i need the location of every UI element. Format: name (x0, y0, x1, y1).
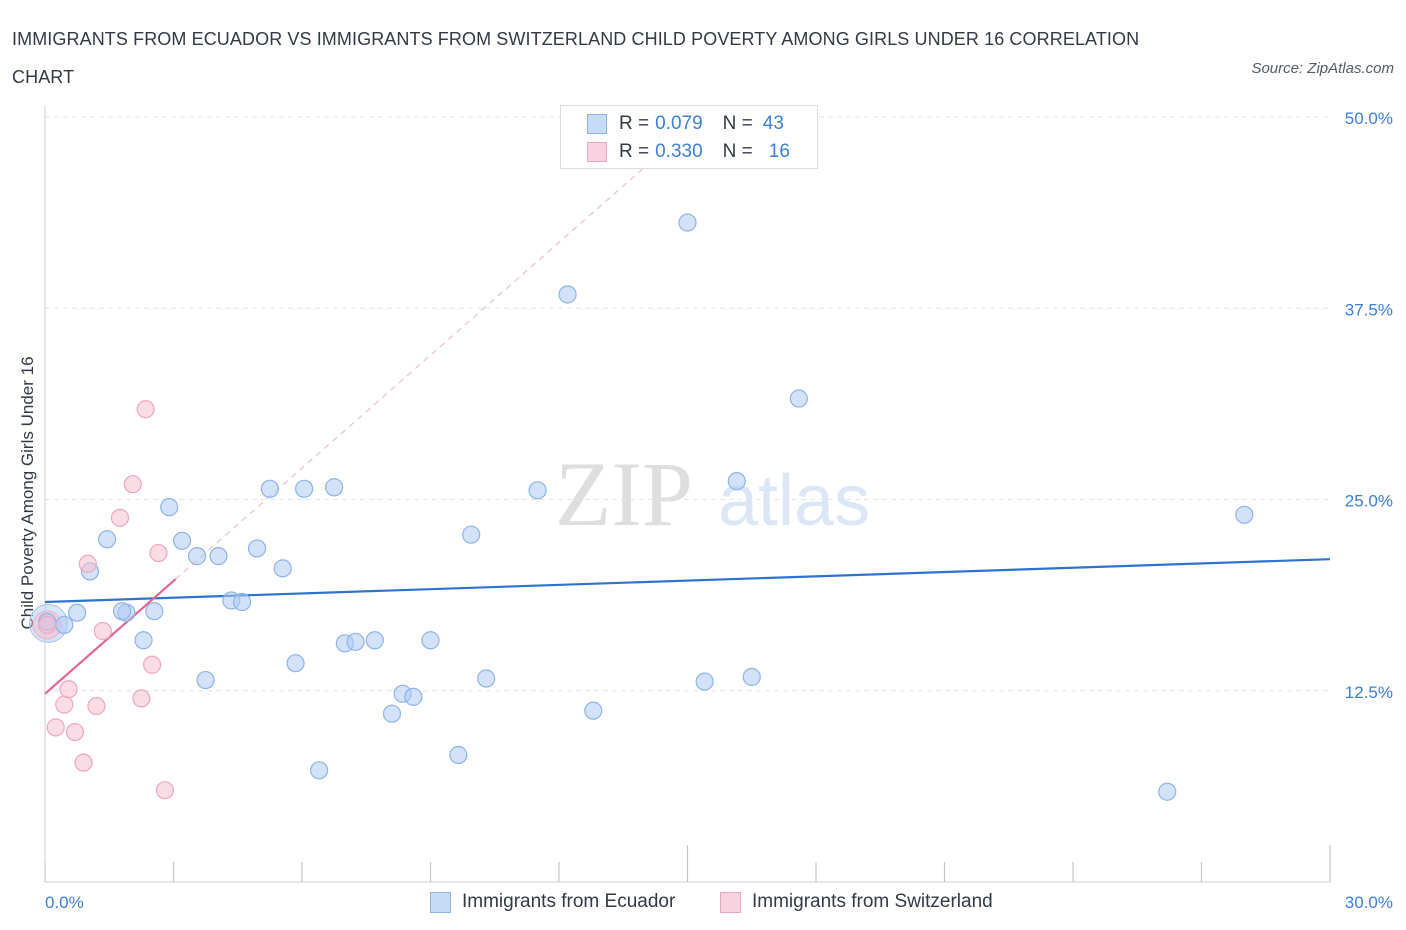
y-tick-label: 25.0% (1345, 492, 1393, 511)
axes (44, 105, 1331, 883)
ecuador-point (196, 670, 215, 690)
ecuador-point (98, 530, 117, 549)
x-tick-label: 30.0% (1345, 893, 1393, 912)
switzerland-point (46, 718, 65, 737)
ecuador-point (462, 525, 481, 544)
ecuador-point (1235, 505, 1254, 524)
ecuador-point (273, 559, 292, 578)
tick-labels: 12.5% 25.0% 37.5% 50.0% 0.0% 30.0% (45, 109, 1393, 912)
ecuador-point (112, 602, 132, 621)
legend-row-ecuador: R = 0.079 N = 43 (587, 111, 784, 137)
ecuador-point (382, 704, 402, 723)
switzerland-point (149, 543, 168, 563)
switzerland-point (55, 695, 74, 714)
ecuador-point (477, 669, 496, 688)
ecuador-point (325, 478, 344, 497)
ecuador-swatch (587, 114, 607, 134)
ecuador-point (742, 667, 761, 687)
r-value-switzerland: 0.330 (655, 141, 703, 162)
r-value-ecuador: 0.079 (655, 113, 703, 134)
switzerland-point (142, 655, 162, 674)
ecuador-point (695, 672, 714, 691)
ecuador-point (584, 701, 603, 720)
watermark-atlas: atlas (718, 461, 870, 541)
switzerland-swatch (587, 142, 607, 162)
r-label: R = (619, 141, 650, 162)
ecuador-point (209, 547, 228, 566)
ecuador-point (55, 615, 74, 635)
switzerland-point (87, 696, 106, 716)
ecuador-trend-line (44, 558, 1331, 604)
y-tick-label: 12.5% (1345, 683, 1393, 702)
ecuador-point (528, 481, 547, 500)
ecuador-point (727, 472, 746, 491)
switzerland-point (65, 722, 85, 742)
ecuador-legend-swatch (430, 891, 451, 913)
n-value-switzerland: 16 (768, 141, 790, 162)
ecuador-point (1158, 782, 1177, 801)
switzerland-point (93, 621, 112, 641)
ecuador-legend-label: Immigrants from Ecuador (462, 891, 676, 912)
switzerland-legend-swatch (720, 891, 741, 913)
source-note: Source: ZipAtlas.com (1251, 60, 1394, 77)
ecuador-point (232, 592, 252, 612)
n-label: N = (722, 141, 753, 162)
switzerland-point (123, 475, 142, 494)
correlation-legend: R = 0.079 N = 43 R = 0.330 N = 16 (560, 105, 818, 169)
series-legend-ecuador: Immigrants from Ecuador (430, 888, 675, 916)
switzerland-trend-extension (175, 166, 646, 580)
switzerland-point (59, 680, 78, 699)
ecuador-point (134, 631, 153, 650)
ecuador-point (145, 602, 164, 621)
legend-row-switzerland: R = 0.330 N = 16 (587, 139, 790, 165)
ecuador-point (449, 745, 468, 765)
ecuador-point (295, 479, 314, 498)
y-tick-label: 37.5% (1345, 300, 1393, 319)
r-label: R = (619, 113, 650, 134)
n-label: N = (722, 113, 753, 134)
switzerland-trend-line (44, 578, 177, 695)
ecuador-point (404, 687, 423, 706)
switzerland-point (38, 615, 57, 635)
ecuador-point (558, 285, 577, 304)
chart-title: IMMIGRANTS FROM ECUADOR VS IMMIGRANTS FR… (12, 29, 1140, 87)
ecuador-point (365, 631, 384, 650)
ecuador-point (678, 213, 697, 232)
switzerland-point (155, 781, 175, 800)
ecuador-point (310, 761, 329, 780)
switzerland-legend-label: Immigrants from Switzerland (752, 891, 993, 912)
watermark-zip: ZIP (555, 443, 693, 545)
ecuador-point (172, 531, 192, 550)
y-tick-label: 50.0% (1345, 109, 1393, 128)
ecuador-point (187, 547, 207, 566)
ecuador-point (68, 603, 87, 622)
switzerland-point (78, 554, 97, 573)
switzerland-point (110, 508, 130, 527)
series-legend-switzerland: Immigrants from Switzerland (720, 888, 993, 916)
ecuador-point (789, 389, 808, 408)
switzerland-point (136, 400, 155, 419)
ecuador-point (160, 498, 179, 517)
data-points (28, 213, 1254, 801)
ecuador-point (346, 632, 365, 651)
ecuador-point (286, 654, 305, 673)
x-tick-label: 0.0% (45, 893, 84, 912)
ecuador-point (247, 539, 267, 558)
switzerland-point (132, 689, 151, 708)
ecuador-point (260, 479, 279, 498)
n-value-ecuador: 43 (762, 113, 784, 134)
trend-lines (44, 166, 1331, 695)
switzerland-point (74, 753, 93, 772)
ecuador-point (421, 631, 440, 650)
